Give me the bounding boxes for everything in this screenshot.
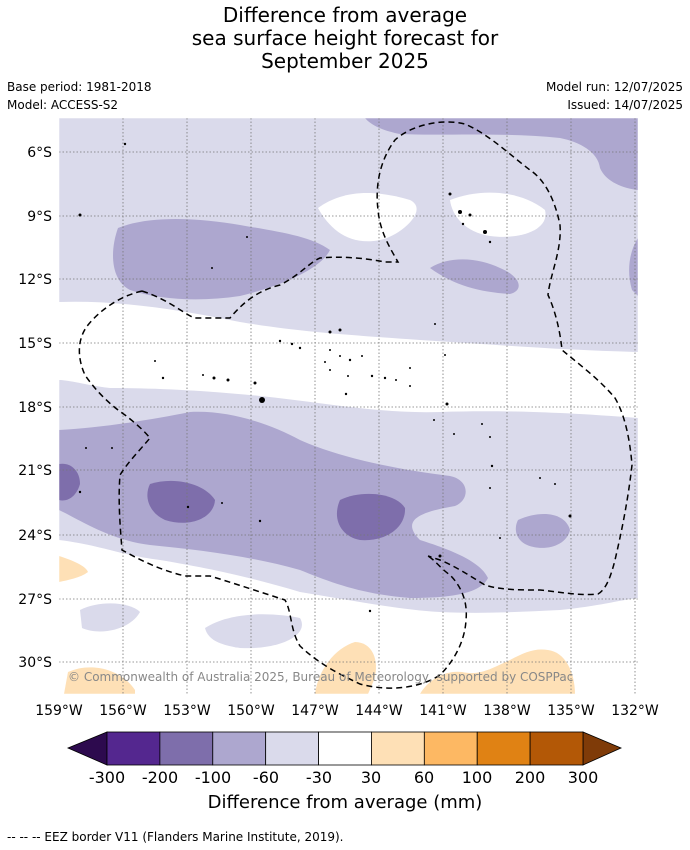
eez-border xyxy=(78,121,633,689)
neutral-area-south xyxy=(59,540,638,694)
copyright-notice: © Commonwealth of Australia 2025, Bureau… xyxy=(68,670,573,684)
negative-patch-east-edge xyxy=(629,238,638,296)
lat-label: 24°S xyxy=(18,528,52,544)
colorbar-segment xyxy=(476,731,531,766)
colorbar-segment xyxy=(265,731,319,766)
lat-label: 18°S xyxy=(18,400,52,416)
lavender-patch-s xyxy=(205,614,302,649)
model-run: Model run: 12/07/2025 xyxy=(545,80,683,94)
lat-label: 6°S xyxy=(27,145,52,161)
lon-label: 150°W xyxy=(227,703,275,719)
colorbar-segment xyxy=(212,731,267,766)
lat-label: 27°S xyxy=(18,592,52,608)
islands xyxy=(78,142,572,613)
strong-negative-patch-edge xyxy=(59,463,80,501)
colorbar-segment xyxy=(106,731,161,766)
map-title: Difference from average sea surface heig… xyxy=(0,4,690,73)
positive-patch-s xyxy=(315,642,376,694)
colorbar: -300 -200 -100 -60 -30 30 60 100 200 300 xyxy=(66,731,623,787)
colorbar-tick: -100 xyxy=(195,768,231,787)
lat-label: 30°S xyxy=(18,655,52,671)
colorbar-tick: -200 xyxy=(142,768,178,787)
lon-label: 153°W xyxy=(163,703,211,719)
colorbar-segment xyxy=(423,731,478,766)
strong-negative-patch-central xyxy=(336,493,406,541)
negative-patch-north-east xyxy=(430,259,519,294)
colorbar-segment xyxy=(529,731,584,766)
meta-left: Base period: 1981-2018 Model: ACCESS-S2 xyxy=(7,78,152,114)
lat-label: 21°S xyxy=(18,463,52,479)
colorbar-over-arrow xyxy=(582,731,623,766)
positive-patch-se xyxy=(420,649,575,694)
neutral-patch-ne xyxy=(450,192,546,237)
negative-patch-se xyxy=(515,514,570,548)
colorbar-tick: 60 xyxy=(414,768,434,787)
lat-label: 9°S xyxy=(27,209,52,225)
colorbar-segment xyxy=(371,731,425,766)
positive-patch-w xyxy=(59,556,88,582)
colorbar-tick: 300 xyxy=(568,768,599,787)
colorbar-under-arrow xyxy=(66,731,108,766)
lon-label: 159°W xyxy=(35,703,83,719)
longitude-axis: 159°W 156°W 153°W 150°W 147°W 144°W 141°… xyxy=(35,703,659,719)
eez-footnote: -- -- -- EEZ border V11 (Flanders Marine… xyxy=(7,830,344,844)
negative-patch-top xyxy=(365,118,638,190)
map-frame xyxy=(58,117,639,695)
latitude-axis: 6°S 9°S 12°S 15°S 18°S 21°S 24°S 27°S 30… xyxy=(18,145,52,671)
neutral-patch-n xyxy=(318,193,417,242)
strong-negative-patch-west xyxy=(147,480,215,523)
model-name: Model: ACCESS-S2 xyxy=(7,98,119,112)
colorbar-tick: -300 xyxy=(89,768,125,787)
lat-label: 12°S xyxy=(18,272,52,288)
lon-label: 144°W xyxy=(355,703,403,719)
base-period: Base period: 1981-2018 xyxy=(7,80,152,94)
colorbar-tick: 200 xyxy=(515,768,546,787)
colorbar-label: Difference from average (mm) xyxy=(207,792,483,813)
lat-label: 15°S xyxy=(18,336,52,352)
lon-label: 135°W xyxy=(547,703,595,719)
colorbar-segment xyxy=(159,731,214,766)
title-line-1: Difference from average xyxy=(222,3,468,27)
lon-label: 132°W xyxy=(611,703,659,719)
meta-right: Model run: 12/07/2025 Issued: 14/07/2025 xyxy=(546,78,683,114)
colorbar-segments xyxy=(106,731,584,766)
colorbar-segment xyxy=(318,731,372,766)
negative-band-south xyxy=(59,411,488,598)
title-line-3: September 2025 xyxy=(261,49,429,73)
issued-date: Issued: 14/07/2025 xyxy=(567,98,683,112)
colorbar-tick: 30 xyxy=(361,768,381,787)
colorbar-ticks: -300 -200 -100 -60 -30 30 60 100 200 300 xyxy=(89,768,598,787)
lon-label: 156°W xyxy=(99,703,147,719)
colorbar-tick: -30 xyxy=(306,768,332,787)
neutral-band-central xyxy=(59,301,638,418)
lavender-patch-sw xyxy=(80,603,140,632)
colorbar-tick: 100 xyxy=(462,768,493,787)
lon-label: 147°W xyxy=(291,703,339,719)
map-plot-area: © Commonwealth of Australia 2025, Bureau… xyxy=(59,118,638,694)
negative-patch-north xyxy=(113,219,330,300)
lon-label: 138°W xyxy=(483,703,531,719)
title-line-2: sea surface height forecast for xyxy=(191,26,499,50)
lon-label: 141°W xyxy=(419,703,467,719)
positive-patch-sw xyxy=(64,667,135,694)
colorbar-tick: -60 xyxy=(253,768,279,787)
